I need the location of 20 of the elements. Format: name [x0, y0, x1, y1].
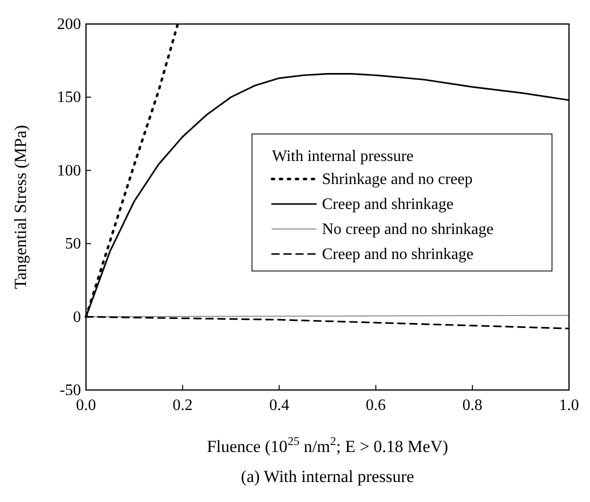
- y-axis-title: Tangential Stress (MPa): [11, 124, 30, 290]
- y-tick-label: -50: [60, 382, 81, 399]
- x-tick-label: 1.0: [559, 397, 579, 414]
- text: (a) With internal pressure: [240, 467, 414, 486]
- y-tick-label: 50: [65, 236, 81, 253]
- legend-label: Creep and shrinkage: [322, 196, 454, 213]
- x-tick-label: 0.2: [172, 397, 193, 414]
- y-tick-label: 100: [57, 162, 81, 180]
- legend-title: With internal pressure: [272, 148, 414, 165]
- y-tick-label: 200: [57, 16, 81, 33]
- y-tick-label: 0: [73, 308, 81, 326]
- x-tick-label: 0.6: [366, 397, 386, 414]
- y-tick-label: 150: [57, 89, 81, 106]
- legend-label: No creep and no shrinkage: [322, 221, 494, 238]
- x-axis-title: Fluence (10$^{25}$ n/m$^{2}$; E > 0.18 MeV): [206, 434, 448, 456]
- x-tick-label: 0.0: [76, 397, 96, 414]
- legend-label: Shrinkage and no creep: [322, 171, 473, 188]
- x-tick-label: 0.4: [269, 397, 290, 414]
- x-tick-label: 0.8: [462, 397, 482, 414]
- legend-label: Creep and no shrinkage: [322, 246, 474, 263]
